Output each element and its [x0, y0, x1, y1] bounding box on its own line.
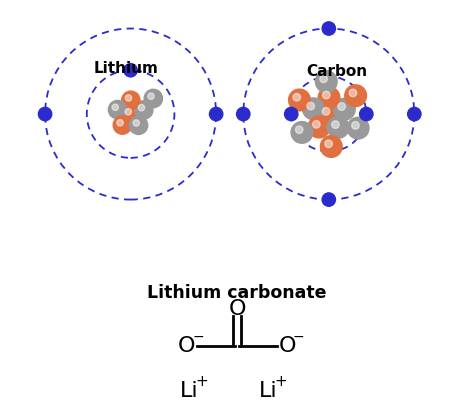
- Circle shape: [112, 104, 118, 110]
- Circle shape: [322, 108, 330, 115]
- Circle shape: [135, 101, 153, 119]
- Circle shape: [122, 91, 140, 110]
- Text: +: +: [195, 373, 208, 388]
- Circle shape: [328, 116, 349, 138]
- Circle shape: [210, 108, 223, 121]
- Circle shape: [325, 140, 332, 147]
- Circle shape: [125, 108, 131, 115]
- Circle shape: [293, 94, 301, 101]
- Circle shape: [237, 108, 250, 121]
- Circle shape: [291, 121, 313, 143]
- Circle shape: [352, 122, 359, 129]
- Text: O: O: [228, 299, 246, 319]
- Circle shape: [117, 120, 123, 126]
- Circle shape: [38, 108, 52, 121]
- Circle shape: [408, 108, 421, 121]
- Text: Lithium: Lithium: [94, 61, 159, 76]
- Circle shape: [322, 22, 336, 35]
- Text: O: O: [278, 336, 296, 356]
- Circle shape: [338, 103, 346, 110]
- Circle shape: [332, 121, 339, 129]
- Text: −: −: [192, 329, 204, 344]
- Circle shape: [308, 116, 330, 138]
- Circle shape: [138, 105, 145, 111]
- Circle shape: [148, 93, 154, 100]
- Text: +: +: [274, 373, 287, 388]
- Circle shape: [334, 98, 355, 120]
- Circle shape: [360, 108, 373, 121]
- Circle shape: [322, 91, 330, 99]
- Circle shape: [349, 89, 357, 97]
- Circle shape: [307, 102, 314, 110]
- Circle shape: [318, 87, 340, 109]
- Circle shape: [133, 120, 139, 126]
- Text: Li: Li: [259, 381, 278, 402]
- Text: Carbon: Carbon: [307, 63, 368, 79]
- Circle shape: [109, 100, 127, 119]
- Circle shape: [284, 108, 298, 121]
- Text: Li: Li: [180, 381, 198, 402]
- Text: O: O: [178, 336, 196, 356]
- Circle shape: [302, 98, 324, 120]
- Circle shape: [316, 71, 337, 92]
- Circle shape: [312, 121, 320, 128]
- Text: −: −: [292, 329, 304, 344]
- Circle shape: [124, 63, 137, 77]
- Circle shape: [318, 103, 340, 125]
- Circle shape: [121, 105, 140, 123]
- Circle shape: [295, 126, 303, 134]
- Circle shape: [125, 95, 132, 101]
- Circle shape: [320, 75, 328, 83]
- Circle shape: [320, 136, 342, 158]
- Circle shape: [289, 89, 310, 111]
- Circle shape: [347, 117, 369, 139]
- Circle shape: [113, 116, 132, 134]
- Text: Lithium carbonate: Lithium carbonate: [147, 284, 327, 302]
- Circle shape: [144, 89, 163, 108]
- Circle shape: [129, 116, 148, 134]
- Circle shape: [322, 193, 336, 206]
- Circle shape: [345, 85, 366, 107]
